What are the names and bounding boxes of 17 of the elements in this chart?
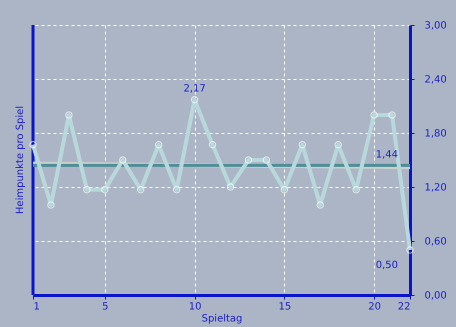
y-tick-label: 2,40: [424, 74, 447, 86]
x-axis-title: Spieltag: [202, 314, 242, 324]
data-label: 2,17: [183, 84, 206, 95]
y-tick-label: 0,60: [424, 236, 447, 248]
y-tick-label: 1,20: [424, 182, 447, 194]
x-tick-label: 15: [278, 302, 292, 312]
x-tick-label: 22: [398, 302, 410, 312]
y-tick-label: 3,00: [424, 20, 447, 32]
data-label: 1,44: [376, 149, 398, 160]
y-tick-label: 1,80: [424, 128, 447, 140]
x-tick-label: 5: [102, 302, 108, 312]
y-axis-title: Heimpunkte pro Spiel: [15, 106, 26, 214]
x-tick-label: 1: [34, 302, 40, 312]
data-label: 0,50: [376, 260, 398, 271]
x-tick-label: 20: [368, 302, 381, 312]
y-tick-label: 0,00: [424, 290, 447, 302]
x-tick-label: 10: [188, 302, 202, 312]
